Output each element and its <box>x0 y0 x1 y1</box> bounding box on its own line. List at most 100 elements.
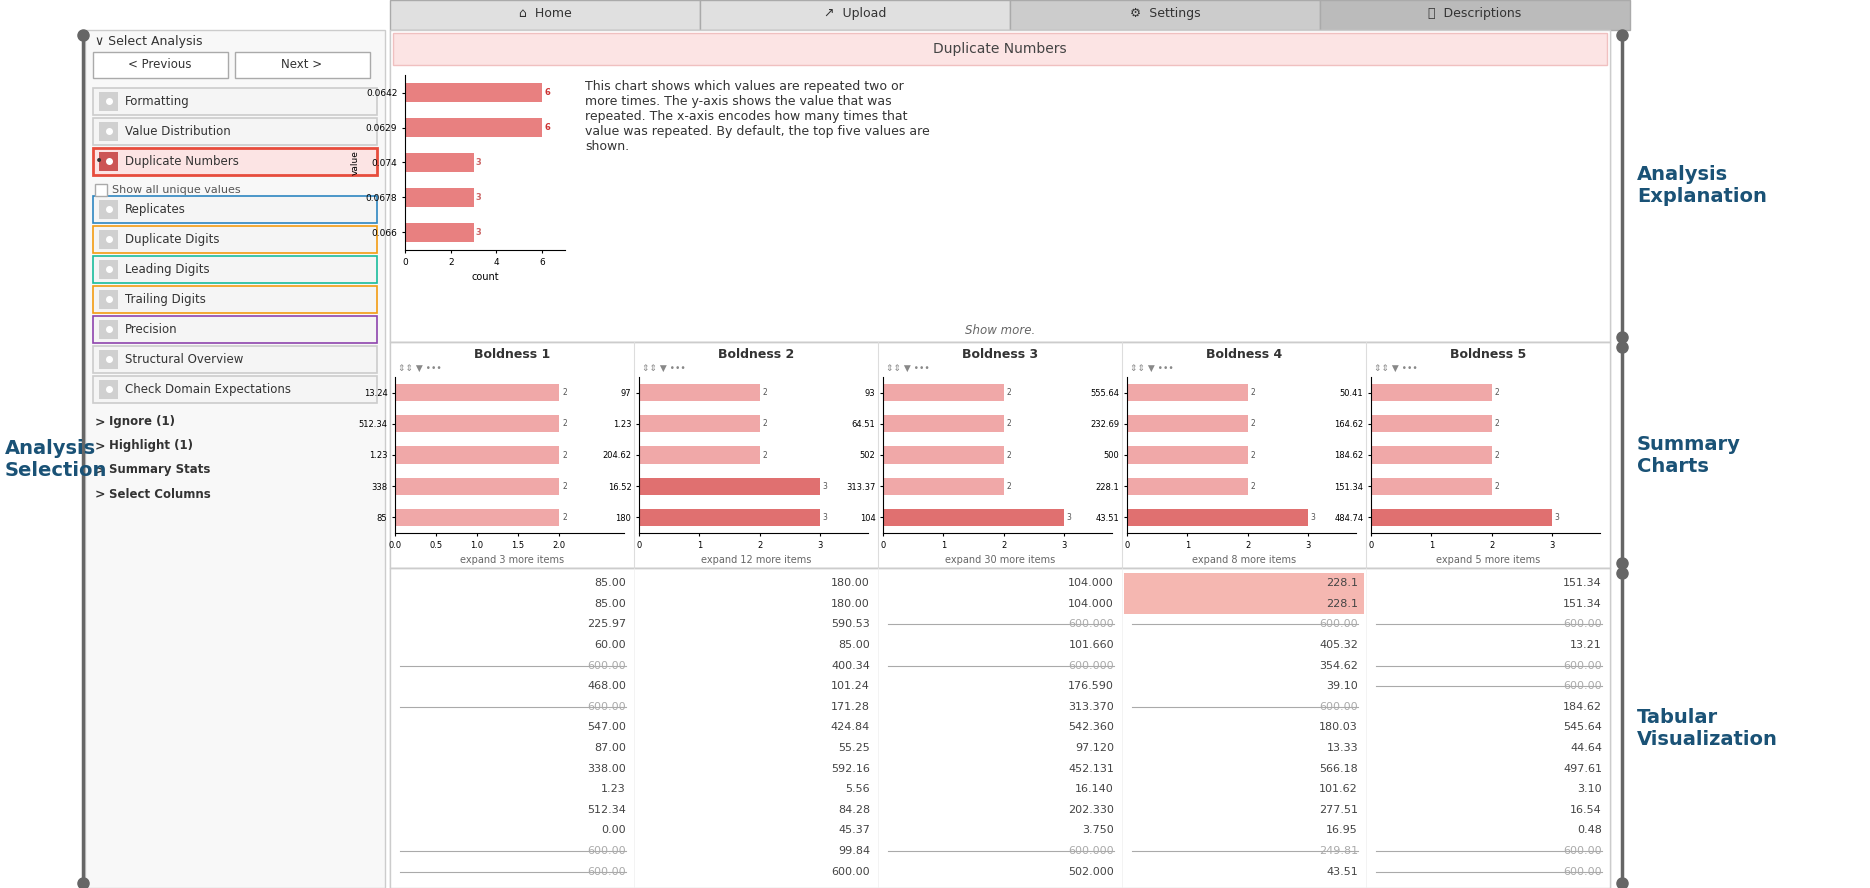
Text: 600.00: 600.00 <box>587 661 626 670</box>
Bar <box>99 200 118 219</box>
X-axis label: count: count <box>471 273 499 282</box>
Text: Boldness 2: Boldness 2 <box>718 347 795 361</box>
Text: 2: 2 <box>1494 481 1500 491</box>
Text: 171.28: 171.28 <box>830 702 870 712</box>
Text: expand 8 more items: expand 8 more items <box>1191 555 1296 565</box>
Bar <box>94 316 378 343</box>
Text: 2: 2 <box>763 388 767 397</box>
Text: 313.370: 313.370 <box>1068 702 1115 712</box>
Text: expand 30 more items: expand 30 more items <box>944 555 1055 565</box>
Bar <box>883 509 1064 526</box>
Bar <box>99 290 118 309</box>
Text: 2: 2 <box>563 450 567 459</box>
Text: 2: 2 <box>1006 419 1012 428</box>
Text: Precision: Precision <box>125 323 178 336</box>
Bar <box>640 447 759 464</box>
Text: 400.34: 400.34 <box>830 661 870 670</box>
Text: 3: 3 <box>1066 513 1072 522</box>
Bar <box>1128 478 1247 495</box>
Text: 2: 2 <box>563 419 567 428</box>
Text: 180.00: 180.00 <box>832 599 870 609</box>
Bar <box>99 260 118 279</box>
Text: Check Domain Expectations: Check Domain Expectations <box>125 383 292 396</box>
Text: < Previous: < Previous <box>129 59 193 72</box>
Text: 2: 2 <box>1251 419 1255 428</box>
Text: 3: 3 <box>823 513 828 522</box>
Text: expand 3 more items: expand 3 more items <box>460 555 565 565</box>
Text: >: > <box>95 464 110 477</box>
Text: This chart shows which values are repeated two or
more times. The y-axis shows t: This chart shows which values are repeat… <box>585 80 929 153</box>
Text: 600.00: 600.00 <box>1563 867 1603 876</box>
Text: 85.00: 85.00 <box>595 599 626 609</box>
Text: 600.00: 600.00 <box>1320 702 1358 712</box>
Text: Value Distribution: Value Distribution <box>125 125 230 138</box>
Text: ⇕⇕ ▼ •••: ⇕⇕ ▼ ••• <box>1374 363 1417 372</box>
Text: 566.18: 566.18 <box>1318 764 1358 773</box>
Text: Boldness 3: Boldness 3 <box>961 347 1038 361</box>
Text: 60.00: 60.00 <box>595 640 626 650</box>
Text: >: > <box>95 488 110 501</box>
Text: 405.32: 405.32 <box>1318 640 1358 650</box>
Bar <box>95 184 107 196</box>
Text: 151.34: 151.34 <box>1563 599 1603 609</box>
Text: ↗  Upload: ↗ Upload <box>825 7 886 20</box>
Text: 2: 2 <box>563 481 567 491</box>
Text: 3.750: 3.750 <box>1083 825 1115 836</box>
Text: 0.48: 0.48 <box>1576 825 1603 836</box>
Text: 180.03: 180.03 <box>1318 723 1358 733</box>
Text: Duplicate Numbers: Duplicate Numbers <box>933 42 1066 56</box>
Bar <box>393 33 1606 65</box>
Text: >: > <box>95 416 110 429</box>
Bar <box>99 380 118 399</box>
Text: 39.10: 39.10 <box>1326 681 1358 691</box>
Text: Leading Digits: Leading Digits <box>125 263 209 276</box>
Bar <box>640 478 819 495</box>
Text: 16.140: 16.140 <box>1075 784 1115 794</box>
Bar <box>640 385 759 401</box>
Text: 2: 2 <box>1251 388 1255 397</box>
Text: 2: 2 <box>1006 450 1012 459</box>
Text: Highlight (1): Highlight (1) <box>108 440 193 453</box>
Bar <box>883 447 1004 464</box>
Text: •: • <box>95 155 103 169</box>
Text: Select Columns: Select Columns <box>108 488 211 501</box>
Text: 2: 2 <box>1494 419 1500 428</box>
Bar <box>94 376 378 403</box>
Text: 6: 6 <box>544 123 550 132</box>
Text: 85.00: 85.00 <box>595 578 626 588</box>
Text: 600.00: 600.00 <box>832 867 870 876</box>
Text: 184.62: 184.62 <box>1563 702 1603 712</box>
Bar <box>94 52 228 78</box>
Text: Structural Overview: Structural Overview <box>125 353 243 366</box>
Text: ⇕⇕ ▼ •••: ⇕⇕ ▼ ••• <box>1129 363 1174 372</box>
Text: 497.61: 497.61 <box>1563 764 1603 773</box>
Text: Next >: Next > <box>282 59 322 72</box>
Text: 600.00: 600.00 <box>1563 681 1603 691</box>
Bar <box>1124 573 1363 593</box>
Text: Replicates: Replicates <box>125 203 185 216</box>
Text: 87.00: 87.00 <box>595 743 626 753</box>
Text: ⇕⇕ ▼ •••: ⇕⇕ ▼ ••• <box>886 363 929 372</box>
Text: 101.24: 101.24 <box>830 681 870 691</box>
Text: 228.1: 228.1 <box>1326 599 1358 609</box>
Text: 547.00: 547.00 <box>587 723 626 733</box>
Text: Show more.: Show more. <box>965 323 1036 337</box>
Bar <box>1371 416 1492 432</box>
Text: Duplicate Digits: Duplicate Digits <box>125 233 219 246</box>
Text: 512.34: 512.34 <box>587 805 626 815</box>
Text: 225.97: 225.97 <box>587 620 626 630</box>
Text: 101.62: 101.62 <box>1318 784 1358 794</box>
Text: 468.00: 468.00 <box>587 681 626 691</box>
Bar <box>391 568 1610 888</box>
Bar <box>94 196 378 223</box>
Bar <box>94 286 378 313</box>
Text: ⌂  Home: ⌂ Home <box>518 7 572 20</box>
Bar <box>236 52 370 78</box>
Text: 354.62: 354.62 <box>1318 661 1358 670</box>
Text: 3: 3 <box>823 481 828 491</box>
Text: 3: 3 <box>1554 513 1560 522</box>
Bar <box>94 346 378 373</box>
Bar <box>1371 447 1492 464</box>
Text: Boldness 1: Boldness 1 <box>473 347 550 361</box>
Text: 5.56: 5.56 <box>845 784 870 794</box>
